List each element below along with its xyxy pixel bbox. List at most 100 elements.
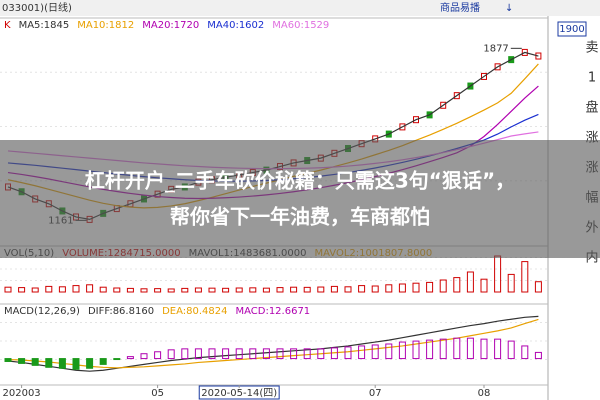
legend-entry: K [4, 20, 11, 31]
bar [194, 287, 202, 293]
bar [4, 358, 12, 362]
candle [494, 63, 501, 71]
bar [521, 261, 529, 293]
legend-entry: MACD:12.6671 [235, 306, 310, 317]
bar [31, 358, 39, 366]
bar [154, 351, 162, 360]
bar [534, 351, 542, 360]
bar [86, 284, 94, 293]
bar [507, 340, 515, 360]
bar [276, 348, 284, 360]
bar [126, 287, 134, 293]
bar [222, 287, 230, 293]
candle [399, 123, 406, 131]
bar [290, 286, 298, 293]
overlay-title: 杠杆开户_二手车砍价秘籍：只需这3句“狠话”， [85, 169, 515, 193]
bar [385, 284, 393, 293]
candle [521, 48, 528, 56]
bar [86, 358, 94, 369]
candle [453, 92, 460, 100]
bar [317, 286, 325, 293]
bar [398, 283, 406, 293]
legend-entry: MA60:1529 [272, 20, 329, 31]
bar [235, 287, 243, 293]
bar [181, 348, 189, 360]
bar [330, 285, 338, 293]
bar [507, 273, 515, 293]
bar [317, 348, 325, 360]
price-box-label: 1900 [559, 24, 584, 35]
bar [398, 341, 406, 360]
bar [330, 347, 338, 360]
bar [58, 286, 66, 293]
side-label: 盘 [585, 100, 598, 116]
bar [113, 287, 121, 293]
bar [99, 358, 107, 365]
legend-entry: DIFF:86.8160 [88, 306, 154, 317]
bar [154, 288, 162, 293]
bar [521, 345, 529, 360]
overlay-title: 帮你省下一年油费，车商都怕 [170, 205, 430, 229]
bar [262, 287, 270, 293]
bar [4, 286, 12, 293]
bar [194, 348, 202, 360]
legend-entry: MA40:1602 [207, 20, 264, 31]
legend-entry: DEA:80.4824 [162, 306, 227, 317]
side-label: 1 [588, 71, 596, 86]
bar [439, 338, 447, 360]
bar [358, 285, 366, 293]
bar [494, 338, 502, 360]
bar [262, 348, 270, 360]
bar [344, 286, 352, 293]
bar [303, 286, 311, 293]
bar [303, 348, 311, 360]
bar [45, 285, 53, 293]
bar [466, 337, 474, 360]
bar [290, 348, 298, 360]
bar [72, 285, 80, 293]
legend-entry: MA5:1845 [19, 20, 70, 31]
annotation-label: 1877 [483, 43, 508, 54]
bar [208, 287, 216, 293]
x-tick-label: 08 [478, 388, 491, 399]
header-bar [0, 0, 600, 16]
candle [535, 52, 542, 60]
bar [426, 339, 434, 360]
bar [167, 349, 175, 360]
bar [344, 346, 352, 360]
price-box [557, 21, 587, 37]
candle [413, 116, 419, 124]
bar [249, 348, 257, 360]
x-tick-label: 202003 [3, 388, 41, 399]
series-line [7, 318, 539, 369]
bar [466, 271, 474, 293]
bar [412, 340, 420, 360]
legend-entry: MACD(12,26,9) [4, 306, 80, 317]
bar [371, 344, 379, 360]
legend-entry: MA20:1720 [142, 20, 199, 31]
x-tick-label: 2020-05-14(四) [201, 388, 277, 399]
bar [181, 287, 189, 293]
side-label: 卖 [585, 41, 598, 56]
bar [453, 337, 461, 360]
bar [480, 338, 488, 360]
bar [412, 282, 420, 293]
bar [453, 277, 461, 293]
bar [126, 356, 134, 360]
bar [385, 343, 393, 360]
candle [440, 101, 447, 109]
tool-button[interactable]: 商品易播 [440, 1, 480, 14]
tool-button[interactable]: ↓ [505, 3, 513, 14]
bar [371, 285, 379, 293]
bar [18, 287, 26, 293]
candle [481, 72, 487, 80]
bar [439, 279, 447, 293]
bar [276, 287, 284, 293]
bar [358, 345, 366, 360]
overlay-banner [0, 140, 600, 258]
bar [249, 287, 257, 293]
bar [426, 281, 434, 293]
legend-entry: MA10:1812 [77, 20, 134, 31]
bar [208, 348, 216, 360]
